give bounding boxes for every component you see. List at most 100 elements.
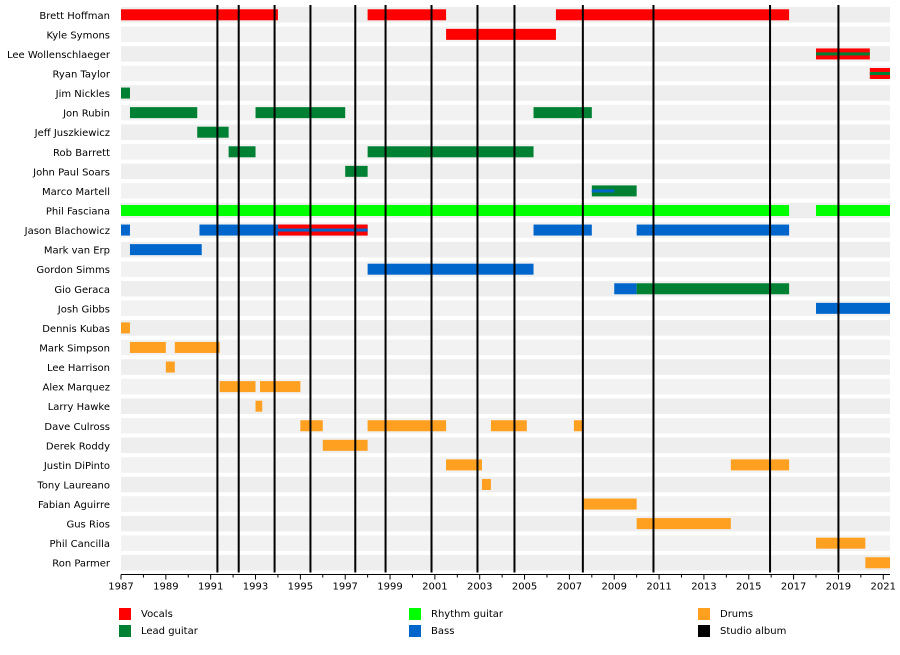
member-label: Jim Nickles <box>55 89 110 100</box>
x-tick-label: 2005 <box>512 582 537 593</box>
timeline-bar-drums <box>129 341 166 353</box>
timeline-bar-drums <box>322 439 368 451</box>
row-stripe <box>121 554 890 571</box>
timeline-bar-lead <box>367 146 534 158</box>
timeline-bar-drums <box>165 361 175 373</box>
timeline-bar-drums <box>582 498 637 510</box>
timeline-bar-drums <box>446 459 482 471</box>
row-stripe <box>121 124 890 140</box>
member-label: Lee Harrison <box>47 363 110 374</box>
row-stripe <box>121 300 890 317</box>
timeline-bar-lead <box>345 165 368 177</box>
member-label: Larry Hawke <box>48 402 110 413</box>
x-tick-label: 2019 <box>826 582 851 593</box>
x-tick-label: 2009 <box>602 582 627 593</box>
member-label: Jon Rubin <box>62 109 110 120</box>
timeline-bar-drums <box>367 420 447 432</box>
member-label: Tony Laureano <box>36 480 110 491</box>
timeline-bar-drums <box>816 537 866 549</box>
timeline-bar-drums <box>300 420 323 432</box>
x-tick-label: 2017 <box>781 582 806 593</box>
member-label: John Paul Soars <box>32 167 110 178</box>
row-stripe <box>121 85 890 101</box>
x-tick-label: 1999 <box>377 582 402 593</box>
x-tick-label: 1991 <box>198 582 223 593</box>
member-label: Mark van Erp <box>44 246 110 257</box>
timeline-bar-bass <box>121 224 130 236</box>
member-label: Phil Cancilla <box>49 539 110 550</box>
member-label: Dave Culross <box>44 422 110 433</box>
member-label: Lee Wollenschlaeger <box>7 50 111 61</box>
timeline-bar-bass <box>129 244 202 256</box>
row-stripe <box>121 163 890 180</box>
member-label: Gordon Simms <box>36 265 110 276</box>
timeline-bar-lead <box>228 146 256 158</box>
x-tick-label: 2021 <box>871 582 896 593</box>
member-label: Gio Geraca <box>54 285 110 296</box>
row-stripe <box>121 320 890 336</box>
row-stripe <box>121 378 890 395</box>
member-label: Gus Rios <box>66 520 110 531</box>
row-stripe <box>121 535 890 551</box>
member-label: Jeff Juszkiewicz <box>34 128 110 139</box>
timeline-bar-drums <box>730 459 790 471</box>
x-tick-label: 1997 <box>332 582 357 593</box>
row-stripe <box>121 339 890 356</box>
timeline-bar-bass <box>367 263 534 275</box>
timeline-bar-drums <box>174 341 220 353</box>
row-stripe <box>121 437 890 454</box>
timeline-bar-drums <box>255 400 263 412</box>
timeline-bar-vocals <box>555 9 790 21</box>
timeline-bar-drums <box>481 478 491 490</box>
x-tick-label: 1989 <box>153 582 178 593</box>
row-stripe <box>121 65 890 82</box>
timeline-bar-bass <box>591 189 615 193</box>
member-label: Jason Blachowicz <box>24 226 110 237</box>
timeline-bar-bass <box>277 228 368 232</box>
timeline-bar-rhythm <box>121 204 790 216</box>
member-label: Josh Gibbs <box>57 304 110 315</box>
timeline-bar-lead <box>197 126 229 138</box>
member-label: Ron Parmer <box>52 559 111 570</box>
x-tick-label: 1993 <box>243 582 268 593</box>
member-label: Mark Simpson <box>39 343 110 354</box>
timeline-bar-lead <box>816 52 870 56</box>
row-stripe <box>121 359 890 375</box>
member-label: Rob Barrett <box>53 148 110 159</box>
timeline-bar-lead <box>869 71 890 75</box>
timeline-bar-lead <box>533 107 592 119</box>
timeline-bar-vocals <box>121 9 278 21</box>
x-tick-label: 2013 <box>691 582 716 593</box>
x-tick-label: 2015 <box>736 582 761 593</box>
member-label: Derek Roddy <box>46 441 110 452</box>
timeline-bar-drums <box>573 420 583 432</box>
row-stripe <box>121 476 890 493</box>
x-tick-label: 2003 <box>467 582 492 593</box>
timeline-bar-bass <box>533 224 592 236</box>
row-stripe <box>121 457 890 473</box>
x-tick-label: 2011 <box>646 582 671 593</box>
member-label: Dennis Kubas <box>42 324 110 335</box>
timeline-bar-lead <box>636 283 790 295</box>
member-label: Marco Martell <box>42 187 110 198</box>
timeline-bar-drums <box>121 322 130 334</box>
timeline-bar-drums <box>219 381 256 393</box>
x-tick-label: 2007 <box>557 582 582 593</box>
row-stripe <box>121 183 890 199</box>
member-label: Phil Fasciana <box>46 206 110 217</box>
row-stripe <box>121 104 890 121</box>
timeline-bar-drums <box>490 420 527 432</box>
timeline-bar-bass <box>636 224 790 236</box>
member-label: Alex Marquez <box>43 383 110 394</box>
timeline-bar-drums <box>636 518 731 530</box>
member-label: Fabian Aguirre <box>38 500 110 511</box>
timeline-bar-rhythm <box>816 204 890 216</box>
member-label: Justin DiPinto <box>43 461 110 472</box>
member-label: Ryan Taylor <box>53 69 111 80</box>
timeline-bar-lead <box>591 185 637 197</box>
timeline-bar-drums <box>865 557 890 569</box>
row-stripe <box>121 398 890 414</box>
x-tick-label: 1995 <box>288 582 313 593</box>
x-tick-label: 2001 <box>422 582 447 593</box>
